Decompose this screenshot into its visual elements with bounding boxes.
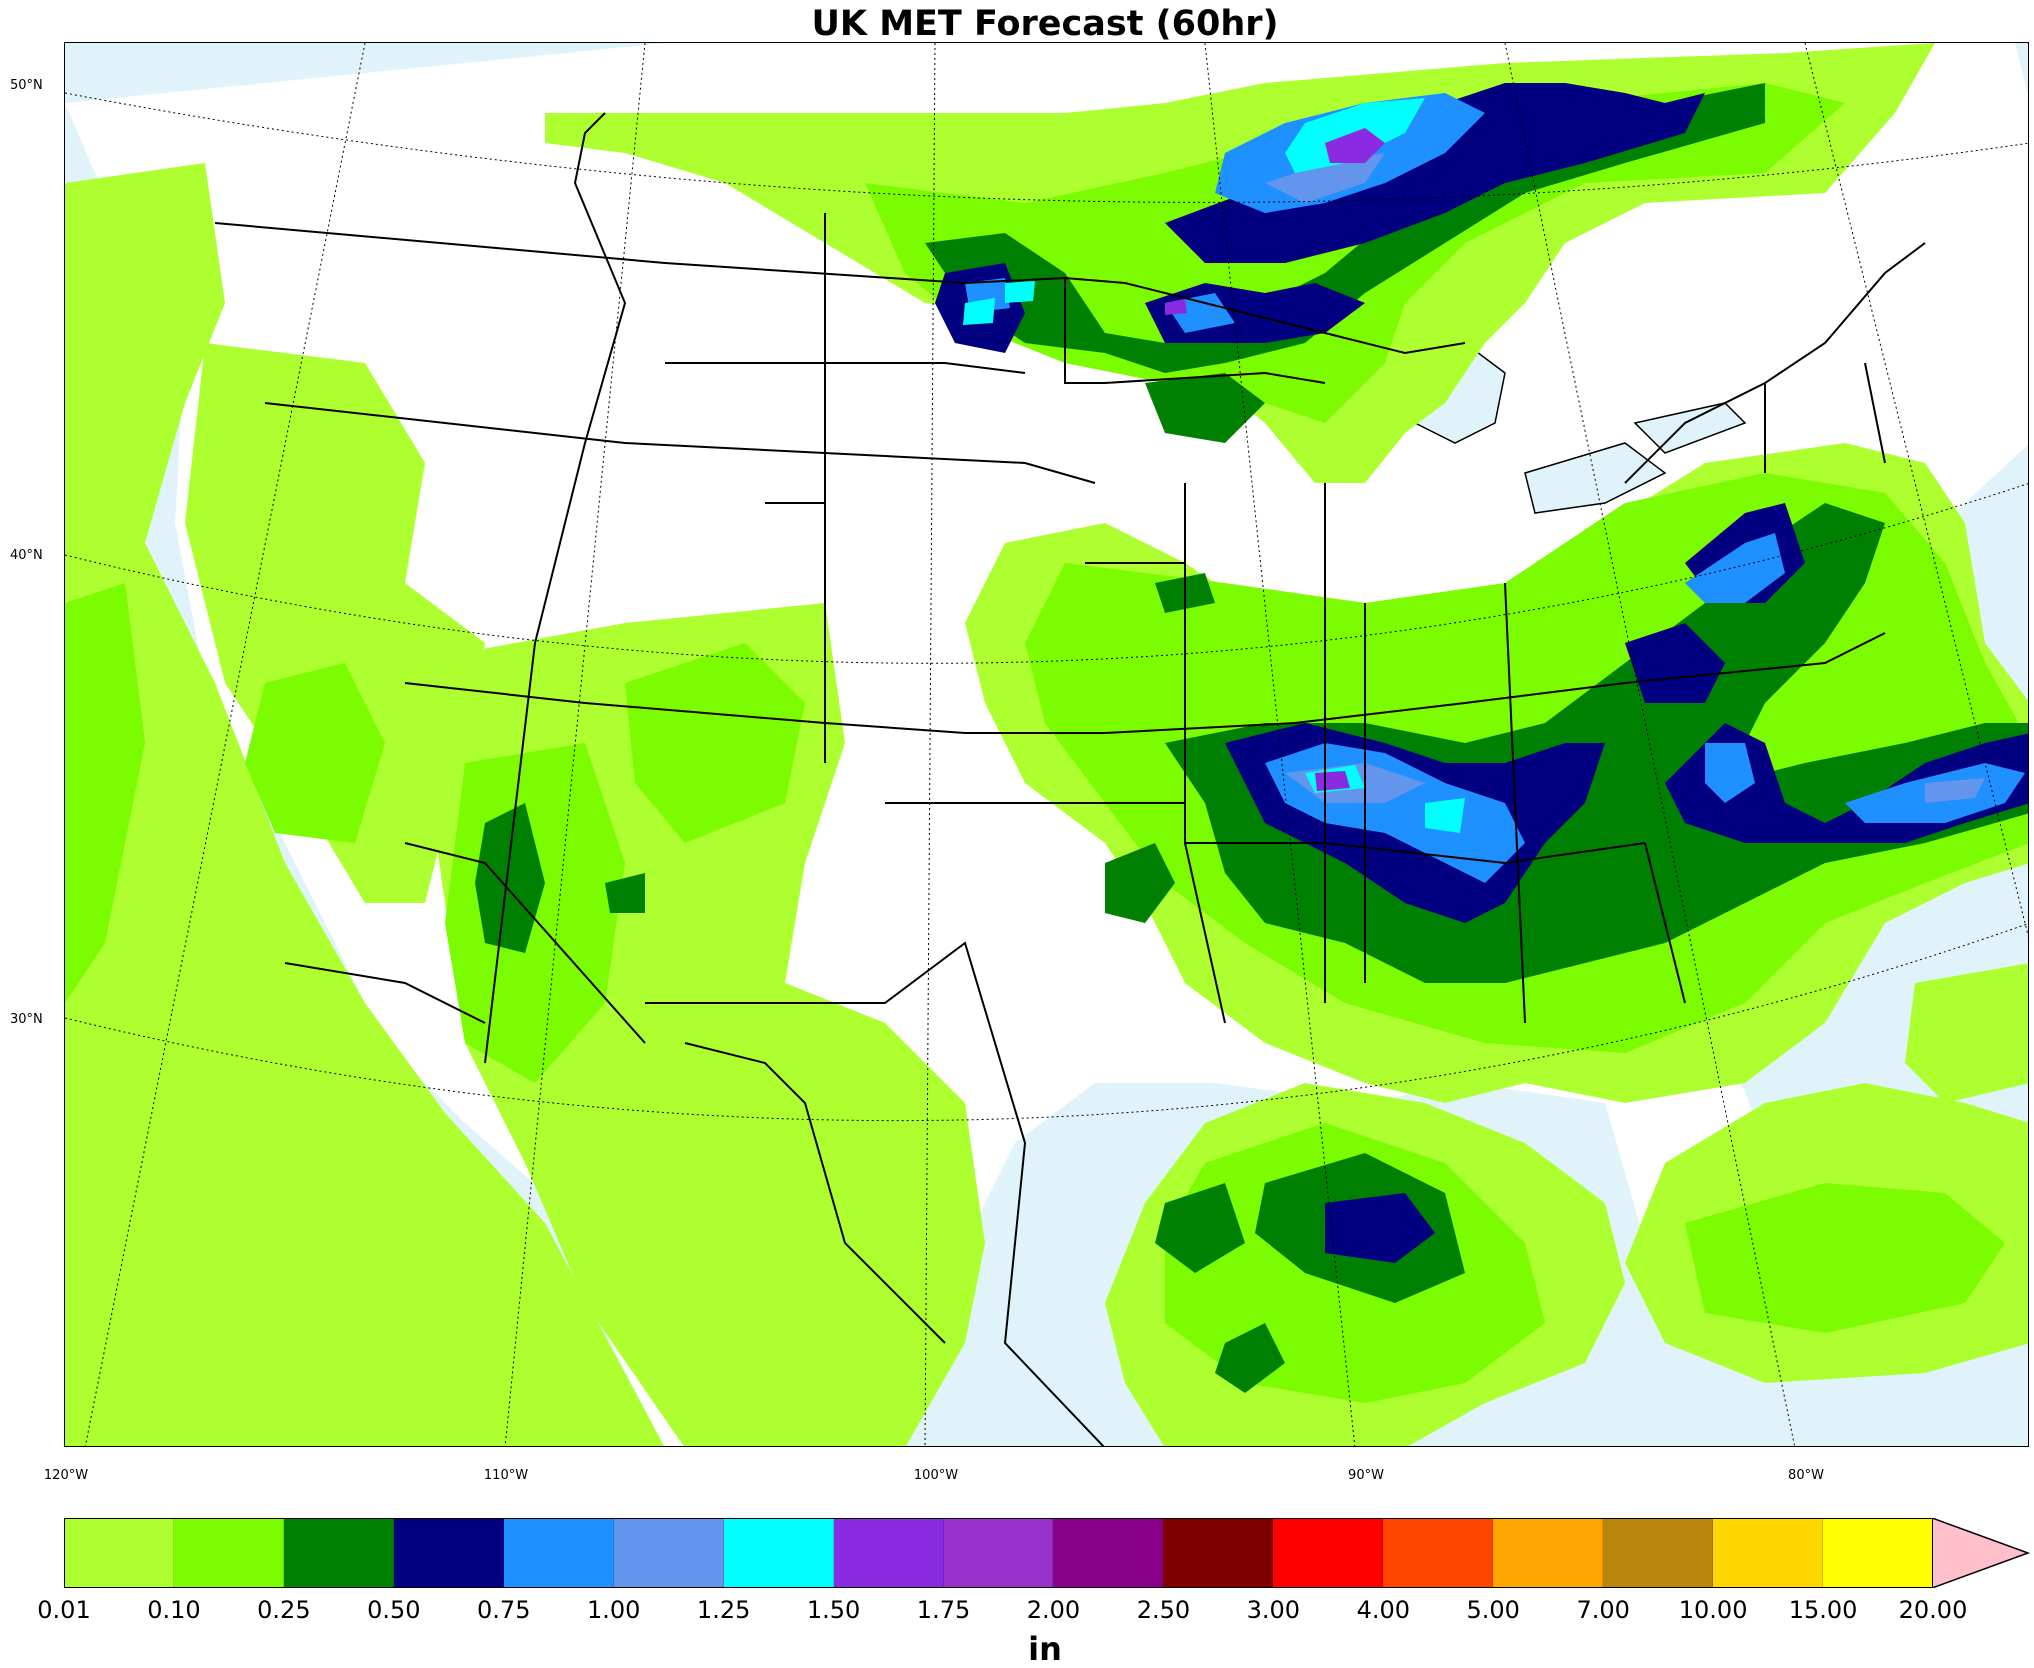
graticule bbox=[65, 43, 2028, 1446]
colorbar-tick-label: 5.00 bbox=[1466, 1596, 1520, 1624]
colorbar-segment bbox=[1823, 1518, 1933, 1588]
precipitation-map bbox=[64, 42, 2029, 1447]
colorbar-tick-label: 0.75 bbox=[477, 1596, 531, 1624]
colorbar-tick-label: 2.00 bbox=[1026, 1596, 1081, 1624]
colorbar-segment bbox=[613, 1518, 724, 1588]
colorbar-tick-label: 20.00 bbox=[1898, 1596, 1968, 1624]
colorbar-segment bbox=[1273, 1518, 1384, 1588]
lat-label-50: 50°N bbox=[10, 78, 43, 93]
colorbar-segment bbox=[283, 1518, 394, 1588]
colorbar-tick-label: 1.00 bbox=[586, 1596, 641, 1624]
lon-label-80w: 80°W bbox=[1788, 1468, 1824, 1483]
colorbar-tick-label: 0.50 bbox=[367, 1596, 421, 1624]
colorbar-segment bbox=[1053, 1518, 1164, 1588]
lon-label-100w: 100°W bbox=[913, 1468, 959, 1483]
colorbar-tick-label: 4.00 bbox=[1356, 1596, 1410, 1624]
colorbar-tick-label: 1.50 bbox=[806, 1596, 861, 1624]
colorbar-segment bbox=[1383, 1518, 1494, 1588]
colorbar-tick-label: 0.25 bbox=[257, 1596, 311, 1624]
colorbar-segment bbox=[173, 1518, 284, 1588]
lon-label-110w: 110°W bbox=[483, 1468, 529, 1483]
colorbar-tick-label: 7.00 bbox=[1576, 1596, 1630, 1624]
colorbar-tick-label: 1.75 bbox=[916, 1596, 971, 1624]
colorbar-segment bbox=[1713, 1518, 1824, 1588]
colorbar-segment bbox=[393, 1518, 504, 1588]
colorbar-segment bbox=[503, 1518, 614, 1588]
colorbar-tick-label: 3.00 bbox=[1246, 1596, 1301, 1624]
colorbar-tick-label: 0.01 bbox=[37, 1596, 91, 1624]
colorbar-tick-label: 2.50 bbox=[1136, 1596, 1191, 1624]
lat-label-40: 40°N bbox=[10, 548, 43, 563]
colorbar-segment bbox=[833, 1518, 944, 1588]
map-title: UK MET Forecast (60hr) bbox=[811, 4, 1279, 44]
colorbar-tick-label: 15.00 bbox=[1788, 1596, 1858, 1624]
state-borders bbox=[214, 112, 1926, 1446]
colorbar-tick-label: 0.10 bbox=[147, 1596, 201, 1624]
colorbar-segment bbox=[1603, 1518, 1714, 1588]
colorbar-segment bbox=[943, 1518, 1054, 1588]
colorbar-segment bbox=[1163, 1518, 1274, 1588]
colorbar-segment bbox=[1493, 1518, 1604, 1588]
colorbar-tick-label: 10.00 bbox=[1678, 1596, 1748, 1624]
colorbar-tick-label: 1.25 bbox=[696, 1596, 751, 1624]
precip-1.50 bbox=[1165, 128, 1385, 791]
lon-label-90w: 90°W bbox=[1348, 1468, 1384, 1483]
colorbar-unit: in bbox=[1028, 1630, 1062, 1668]
colorbar-extend-arrow bbox=[1932, 1518, 2031, 1588]
colorbar bbox=[64, 1518, 1944, 1588]
lat-label-30: 30°N bbox=[10, 1012, 43, 1027]
colorbar-segment bbox=[64, 1518, 174, 1588]
lon-label-120w: 120°W bbox=[43, 1468, 89, 1483]
colorbar-segment bbox=[723, 1518, 834, 1588]
